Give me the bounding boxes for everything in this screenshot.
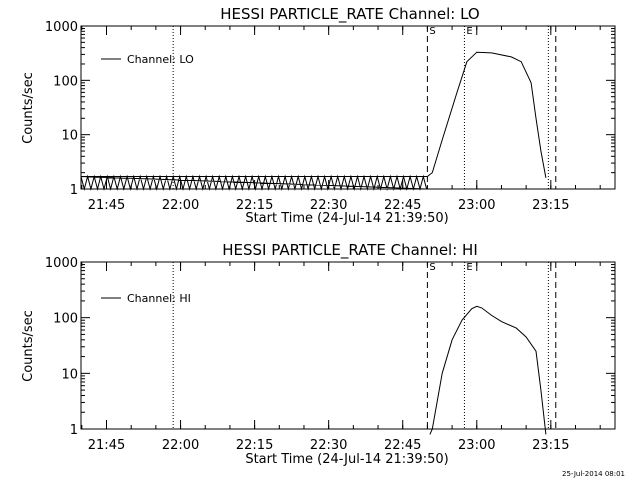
series-line-lo bbox=[80, 51, 547, 191]
y-tick-label: 10 bbox=[61, 129, 78, 144]
plot-frame-hi bbox=[80, 261, 616, 430]
tick-group-hi: 1 10 100 1000 21:45 22:00 22:15 22:30 22:45 23:00… bbox=[45, 256, 615, 453]
tick-group-lo: 1 10 100 1000 21:45 22:00 22:15 22:30 22:45 23:00… bbox=[45, 20, 615, 213]
series-group-lo bbox=[80, 51, 547, 191]
marker-label: S bbox=[429, 262, 435, 273]
chart-panel-lo: HESSI PARTICLE_RATE Channel: LO Counts/s… bbox=[21, 5, 616, 226]
x-tick-label: 22:45 bbox=[384, 198, 421, 213]
y-tick-label: 10 bbox=[61, 367, 78, 382]
x-tick-label: 22:00 bbox=[162, 438, 199, 453]
x-tick-label: 22:15 bbox=[236, 438, 273, 453]
x-axis-label-lo: Start Time (24-Jul-14 21:39:50) bbox=[245, 211, 448, 226]
x-tick-label: 23:15 bbox=[532, 198, 569, 213]
marker-label: S bbox=[429, 26, 435, 37]
marker-label: E bbox=[466, 26, 472, 37]
x-tick-label: 22:15 bbox=[236, 198, 273, 213]
x-tick-label: 22:45 bbox=[384, 438, 421, 453]
timestamp: 25-Jul-2014 08:01 bbox=[562, 470, 625, 478]
chart-title-lo: HESSI PARTICLE_RATE Channel: LO bbox=[220, 5, 479, 24]
x-tick-label: 22:30 bbox=[310, 438, 347, 453]
y-axis-label-lo: Counts/sec bbox=[21, 72, 36, 144]
legend-label-hi: Channel: HI bbox=[127, 292, 191, 305]
x-tick-label: 23:00 bbox=[458, 438, 495, 453]
x-tick-label: 22:00 bbox=[162, 198, 199, 213]
y-tick-label: 1000 bbox=[45, 20, 78, 35]
series-line-hi bbox=[429, 305, 547, 435]
x-tick-label: 23:00 bbox=[458, 198, 495, 213]
x-tick-label: 23:15 bbox=[532, 438, 569, 453]
x-axis-label-hi: Start Time (24-Jul-14 21:39:50) bbox=[245, 452, 448, 467]
x-tick-label: 22:30 bbox=[310, 198, 347, 213]
y-axis-label-hi: Counts/sec bbox=[21, 310, 36, 382]
x-tick-label: 21:45 bbox=[88, 438, 125, 453]
legend-hi: Channel: HI bbox=[101, 292, 191, 305]
marker-label: E bbox=[466, 262, 472, 273]
chart-title-hi: HESSI PARTICLE_RATE Channel: HI bbox=[222, 241, 478, 260]
legend-label-lo: Channel: LO bbox=[127, 53, 194, 66]
x-tick-label: 21:45 bbox=[88, 198, 125, 213]
legend-lo: Channel: LO bbox=[101, 53, 194, 66]
chart-panel-hi: HESSI PARTICLE_RATE Channel: HI Counts/s… bbox=[21, 241, 616, 467]
y-tick-label: 1000 bbox=[45, 256, 78, 271]
series-group-hi bbox=[429, 305, 547, 435]
y-tick-label: 1 bbox=[70, 423, 78, 438]
y-tick-label: 100 bbox=[53, 312, 78, 327]
y-tick-label: 1 bbox=[70, 183, 78, 198]
y-tick-label: 100 bbox=[53, 74, 78, 89]
